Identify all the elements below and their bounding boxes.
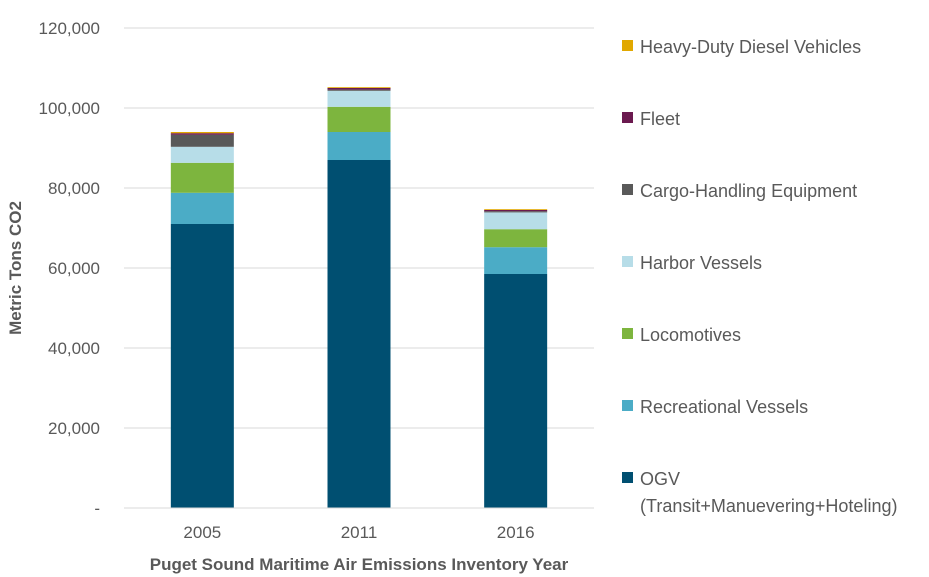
bar-segment <box>170 132 234 134</box>
x-tick-label: 2016 <box>497 523 535 542</box>
bar-segment <box>327 160 391 508</box>
bar-segment <box>327 89 391 91</box>
legend-label: Fleet <box>640 109 680 129</box>
bar-segment <box>484 229 548 248</box>
y-tick-label: 40,000 <box>48 339 100 358</box>
legend: Heavy-Duty Diesel Vehicles Fleet Cargo-Han… <box>622 37 897 516</box>
bar-segment <box>170 192 234 224</box>
legend-label: (Transit+Manuevering+Hoteling) <box>640 496 897 516</box>
bar-segment <box>484 211 548 213</box>
bar-segment <box>170 133 234 135</box>
legend-label: OGV <box>640 469 680 489</box>
legend-label: Cargo-Handling Equipment <box>640 181 857 201</box>
y-tick-label: 80,000 <box>48 179 100 198</box>
bar-segment <box>170 162 234 193</box>
bar-segment <box>170 146 234 163</box>
bar-segment <box>170 134 234 147</box>
legend-swatch <box>622 472 633 483</box>
legend-label: Heavy-Duty Diesel Vehicles <box>640 37 861 57</box>
bar-segment <box>170 224 234 508</box>
bar-segment <box>484 210 548 212</box>
bar-segment <box>327 88 391 90</box>
bar-segment <box>327 87 391 88</box>
legend-label: Recreational Vessels <box>640 397 808 417</box>
axes: - 20,000 40,000 60,000 80,000 100,000 120,000 2… <box>39 19 594 542</box>
bar-segment <box>484 212 548 230</box>
y-tick-label: 100,000 <box>39 99 100 118</box>
legend-label: Locomotives <box>640 325 741 345</box>
x-tick-label: 2005 <box>183 523 221 542</box>
bar-segment <box>327 132 391 160</box>
y-tick-label: 120,000 <box>39 19 100 38</box>
y-tick-label: - <box>94 499 100 518</box>
y-tick-label: 60,000 <box>48 259 100 278</box>
bars <box>170 87 548 508</box>
bar-segment <box>484 209 548 210</box>
x-axis-title: Puget Sound Maritime Air Emissions Inven… <box>150 555 569 574</box>
legend-swatch <box>622 256 633 267</box>
bar-segment <box>484 274 548 508</box>
legend-swatch <box>622 184 633 195</box>
y-tick-label: 20,000 <box>48 419 100 438</box>
legend-swatch <box>622 40 633 51</box>
bar-segment <box>327 106 391 132</box>
legend-label: Harbor Vessels <box>640 253 762 273</box>
legend-swatch <box>622 328 633 339</box>
bar-segment <box>327 90 391 107</box>
x-tick-label: 2011 <box>341 523 378 542</box>
legend-swatch <box>622 400 633 411</box>
bar-segment <box>484 247 548 274</box>
legend-swatch <box>622 112 633 123</box>
y-axis-title: Metric Tons CO2 <box>6 201 25 335</box>
